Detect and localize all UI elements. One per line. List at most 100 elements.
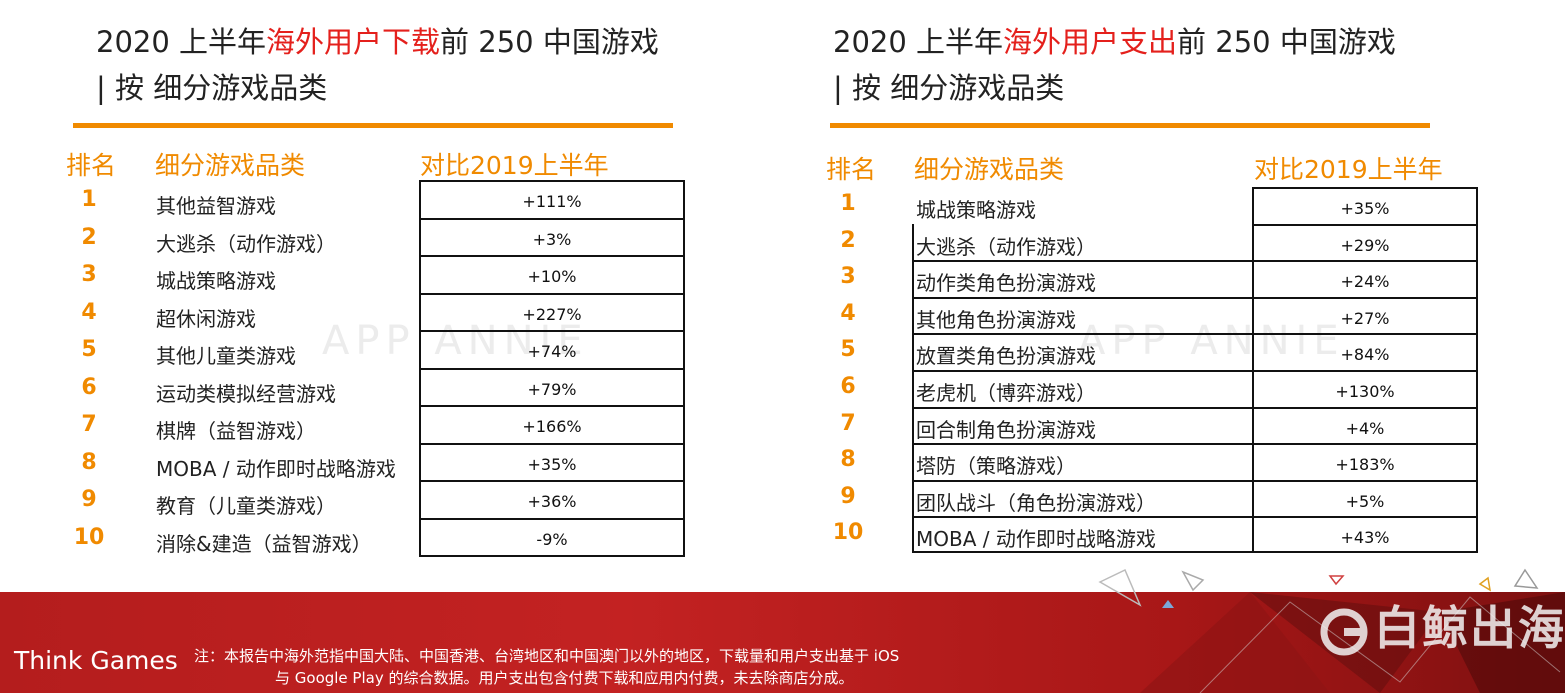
right-category-5: 放置类角色扮演游戏 xyxy=(916,344,1096,369)
left-row-separator xyxy=(419,367,685,370)
watermark-left: APP ANNIE xyxy=(322,318,589,364)
footer-note-line1: 注：本报告中海外范指中国大陆、中国香港、台湾地区和中国澳门以外的地区，下载量和用… xyxy=(194,647,900,665)
left-row-separator xyxy=(419,330,685,332)
right-category-2: 大逃杀（动作游戏） xyxy=(916,234,1096,259)
right-category-1: 城战策略游戏 xyxy=(916,198,1036,222)
left-title-part-b: 前 250 中国游戏 xyxy=(440,25,659,59)
left-rank-2: 2 xyxy=(81,224,97,250)
left-change-1: +111% xyxy=(522,192,582,211)
left-title-line1: 2020 上半年海外用户下载前 250 中国游戏 xyxy=(96,20,659,64)
right-row-separator xyxy=(912,551,1478,553)
left-rank-10: 10 xyxy=(73,524,105,550)
left-change-8: +35% xyxy=(527,454,577,474)
right-rank-4: 4 xyxy=(840,300,856,326)
left-rank-3: 3 xyxy=(81,262,97,287)
left-change-3: +10% xyxy=(527,267,577,286)
right-change-9: +5% xyxy=(1345,491,1385,511)
right-row-separator xyxy=(912,260,1478,263)
right-title-line1: 2020 上半年海外用户支出前 250 中国游戏 xyxy=(833,20,1396,64)
left-title-line2: | 按 细分游戏品类 xyxy=(96,71,328,105)
footer-note-line2: 与 Google Play 的综合数据。用户支出包含付费下载和应用内付费，未去除… xyxy=(275,669,854,687)
right-change-8: +183% xyxy=(1335,455,1395,475)
logo-mark-icon xyxy=(1320,608,1368,655)
footer-polygon-decoration xyxy=(1140,592,1565,693)
right-header-change: 对比2019上半年 xyxy=(1254,155,1443,184)
right-rank-3: 3 xyxy=(840,264,856,290)
right-rank-10: 10 xyxy=(832,520,864,546)
right-rank-6: 6 xyxy=(840,374,856,399)
brand-think-games: Think Games xyxy=(14,646,178,675)
right-category-8: 塔防（策略游戏） xyxy=(916,454,1076,479)
right-row-separator xyxy=(912,370,1478,372)
watermark-right: APP ANNIE xyxy=(1078,318,1345,364)
right-change-6: +130% xyxy=(1335,382,1395,401)
right-header-category: 细分游戏品类 xyxy=(914,155,1065,184)
left-header-change: 对比2019上半年 xyxy=(420,151,609,180)
right-change-7: +4% xyxy=(1345,418,1385,438)
right-row-separator xyxy=(912,516,1478,519)
right-category-7: 回合制角色扮演游戏 xyxy=(916,417,1096,442)
left-header-category: 细分游戏品类 xyxy=(155,151,306,180)
left-category-7: 棋牌（益智游戏） xyxy=(156,419,316,443)
left-change-6: +79% xyxy=(527,379,577,399)
right-row-separator xyxy=(912,296,1478,299)
logo: 白鲸出海 xyxy=(1318,592,1565,658)
left-rank-5: 5 xyxy=(81,337,97,362)
right-title-part-a: 2020 上半年 xyxy=(833,25,1004,59)
left-category-2: 大逃杀（动作游戏） xyxy=(156,231,336,256)
right-header-rank: 排名 xyxy=(826,155,877,184)
left-title-highlight: 海外用户下载 xyxy=(266,25,441,59)
left-rank-9: 9 xyxy=(81,487,97,512)
left-change-5: +74% xyxy=(527,342,577,361)
left-row-separator xyxy=(419,442,685,445)
right-change-1: +35% xyxy=(1340,199,1390,218)
right-change-5: +84% xyxy=(1340,345,1390,365)
left-change-2: +3% xyxy=(532,229,572,249)
right-title-line2: | 按 细分游戏品类 xyxy=(833,71,1065,105)
left-change-10: -9% xyxy=(536,529,568,549)
left-header-rank: 排名 xyxy=(66,151,117,180)
right-rank-5: 5 xyxy=(840,337,856,363)
right-rank-2: 2 xyxy=(840,227,856,253)
left-category-10: 消除&建造（益智游戏） xyxy=(156,531,372,556)
right-change-10: +43% xyxy=(1340,528,1390,548)
right-change-2: +29% xyxy=(1340,235,1390,255)
logo-text: 白鲸出海 xyxy=(1374,601,1565,655)
right-title-highlight: 海外用户支出 xyxy=(1003,25,1178,59)
right-row-separator xyxy=(912,406,1478,409)
right-rank-7: 7 xyxy=(840,410,856,436)
left-row-separator xyxy=(419,405,685,407)
left-category-4: 超休闲游戏 xyxy=(156,306,256,331)
right-category-9: 团队战斗（角色扮演游戏） xyxy=(916,490,1156,515)
right-category-6: 老虎机（博弈游戏） xyxy=(916,381,1096,405)
left-rank-8: 8 xyxy=(81,449,97,475)
left-category-1: 其他益智游戏 xyxy=(156,194,276,218)
right-change-3: +24% xyxy=(1340,272,1390,292)
right-category-10: MOBA / 动作即时战略游戏 xyxy=(916,527,1156,552)
right-rank-9: 9 xyxy=(840,483,856,509)
left-row-separator xyxy=(419,292,685,295)
right-category-3: 动作类角色扮演游戏 xyxy=(916,271,1096,296)
right-rank-8: 8 xyxy=(840,447,856,473)
right-rank-1: 1 xyxy=(840,191,856,216)
left-title-part-a: 2020 上半年 xyxy=(96,25,267,59)
right-title-part-b: 前 250 中国游戏 xyxy=(1177,25,1396,59)
left-row-separator xyxy=(419,217,685,220)
left-category-6: 运动类模拟经营游戏 xyxy=(156,381,336,406)
right-row-separator xyxy=(912,479,1478,482)
left-row-separator xyxy=(419,480,685,482)
footer-band xyxy=(0,592,1565,693)
left-category-5: 其他儿童类游戏 xyxy=(156,344,296,368)
right-change-4: +27% xyxy=(1340,308,1390,328)
left-change-4: +227% xyxy=(522,304,582,324)
left-rank-7: 7 xyxy=(81,412,97,437)
left-change-9: +36% xyxy=(527,492,577,511)
left-change-7: +166% xyxy=(522,417,582,436)
right-row-separator xyxy=(912,333,1478,336)
left-row-separator xyxy=(419,517,685,520)
triangle-decoration xyxy=(1098,568,1539,608)
left-category-3: 城战策略游戏 xyxy=(156,269,276,293)
right-row-separator xyxy=(912,443,1478,446)
right-divider xyxy=(830,123,1430,128)
left-category-9: 教育（儿童类游戏） xyxy=(156,494,336,518)
